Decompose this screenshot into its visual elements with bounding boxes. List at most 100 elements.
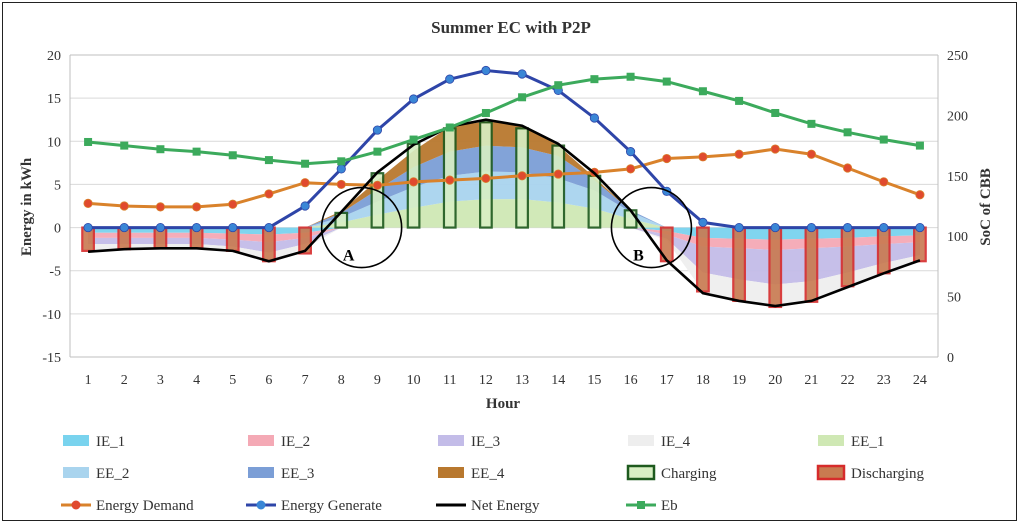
area-ee-1 (88, 199, 920, 228)
energy-demand-line (87, 147, 921, 209)
energy-demand-point (842, 163, 853, 173)
x-tick-label: 4 (193, 373, 200, 388)
eb-point (409, 135, 418, 144)
y2-tick-label: 50 (947, 291, 961, 306)
legend-ie-3-swatch (438, 435, 464, 446)
x-tick-label: 9 (374, 373, 381, 388)
energy-demand-point (372, 180, 383, 190)
area-ie-2 (88, 227, 920, 251)
legend-ie-2-label: IE_2 (281, 434, 310, 450)
eb-point (301, 159, 310, 168)
legend-ie-3-label: IE_3 (471, 434, 500, 450)
eb-point (554, 81, 563, 90)
legend-ee-1-label: EE_1 (851, 434, 884, 450)
y-tick-label: 10 (47, 135, 61, 150)
eb-point (590, 75, 599, 84)
discharging-bar (298, 226, 312, 255)
y2-tick-label: 150 (947, 170, 968, 185)
energy-generate-point (264, 222, 274, 233)
legend-charging-swatch (626, 464, 656, 481)
discharging-bar (804, 226, 819, 303)
annotation-label: A (343, 248, 355, 265)
eb-point (445, 123, 454, 132)
legend-eb-label: Eb (661, 498, 678, 514)
eb-point (662, 77, 671, 86)
eb-point (698, 87, 707, 96)
energy-demand-point (445, 175, 455, 185)
energy-generate-line (88, 69, 920, 230)
energy-demand-point (517, 171, 527, 181)
x-tick-label: 5 (229, 373, 236, 388)
y2-axis-label: SoC of CBB (978, 168, 994, 246)
x-tick-label: 16 (624, 373, 638, 388)
eb-point (879, 135, 888, 144)
energy-demand-point (553, 169, 563, 179)
discharging-bar (913, 226, 927, 263)
eb-line (87, 75, 921, 166)
eb-point (373, 147, 382, 156)
y2-tick-label: 100 (947, 230, 968, 245)
energy-demand-point (155, 202, 166, 212)
legend-ie-4-swatch (628, 435, 654, 446)
x-tick-label: 3 (157, 373, 164, 388)
legend-ee-4-label: EE_4 (471, 466, 505, 482)
charging-bar (551, 144, 566, 229)
x-tick-label: 23 (877, 373, 891, 388)
eb-point (626, 72, 635, 81)
legend-ee-2-swatch (63, 467, 89, 478)
x-tick-label: 13 (515, 373, 529, 388)
x-tick-label: 19 (732, 373, 746, 388)
legend-eb-marker (637, 501, 645, 509)
energy-demand-point (625, 164, 636, 174)
x-tick-label: 17 (660, 373, 674, 388)
x-axis-label: Hour (486, 396, 521, 412)
eb-point (771, 108, 780, 117)
annotation-circle (320, 186, 403, 269)
energy-generate-point (625, 147, 636, 157)
energy-generate-point (842, 222, 853, 233)
eb-point (228, 151, 237, 160)
discharging-bar (262, 226, 276, 263)
legend-ie-1-swatch (63, 435, 89, 446)
y-tick-label: -5 (49, 265, 61, 280)
x-tick-label: 11 (443, 373, 456, 388)
energy-generate-point (734, 222, 744, 233)
energy-generate-point (698, 217, 708, 227)
legend-ee-4-swatch (438, 467, 464, 478)
energy-demand-point (915, 190, 925, 200)
x-tick-label: 21 (804, 373, 818, 388)
energy-generate-point (445, 74, 455, 84)
legend-discharging-label: Discharging (851, 466, 925, 482)
annotation-circle (610, 186, 693, 269)
energy-generate-point (336, 164, 346, 174)
legend-energy-generate-marker (256, 500, 266, 510)
energy-demand-point (662, 153, 672, 164)
energy-demand-point (83, 198, 93, 209)
legend-ee-3-label: EE_3 (281, 466, 314, 482)
x-tick-label: 12 (479, 373, 493, 388)
energy-generate-point (517, 69, 527, 79)
legend-ee-3-swatch (248, 467, 274, 478)
y-axis-label: Energy in kWh (19, 157, 35, 256)
discharging-bar (732, 226, 746, 303)
energy-generate-point (879, 222, 889, 233)
x-tick-label: 24 (913, 373, 927, 388)
eb-point (843, 128, 852, 137)
energy-generate-point (589, 113, 600, 123)
energy-generate-point (155, 222, 166, 233)
legend-ee-2-label: EE_2 (96, 466, 129, 482)
legend-ie-4-label: IE_4 (661, 434, 691, 450)
charging-bar (623, 209, 638, 229)
energy-demand-point (119, 201, 129, 211)
energy-demand-point (806, 149, 817, 159)
energy-generate-point (372, 125, 383, 135)
charging-bar (587, 174, 602, 229)
area-ie-4 (88, 227, 920, 307)
energy-generate-point (915, 222, 925, 233)
legend-energy-demand-marker (71, 500, 81, 510)
energy-generate-point (191, 222, 202, 233)
x-tick-label: 7 (302, 373, 309, 388)
x-tick-label: 22 (841, 373, 855, 388)
annotation-label: B (633, 248, 644, 265)
